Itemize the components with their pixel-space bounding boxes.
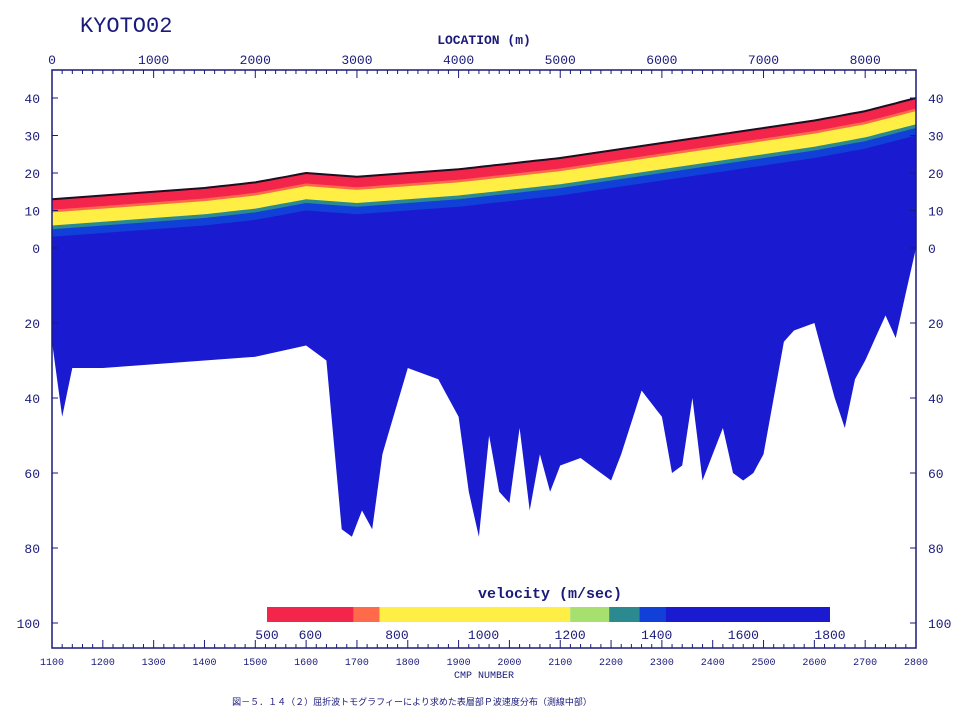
right-depth-label: 40 — [928, 392, 944, 407]
top-tick-label: 8000 — [850, 53, 881, 68]
bottom-tick-label: 2800 — [904, 658, 928, 669]
left-depth-label: 60 — [24, 467, 40, 482]
bottom-tick-label: 1500 — [243, 658, 267, 669]
top-axis-ticks: 0 1000 2000 3000 4000 5000 6000 7000 8000 — [48, 53, 917, 78]
colorbar-tick-label: 600 — [299, 628, 322, 643]
ground-surface-line — [51, 97, 917, 201]
top-tick-label: 5000 — [545, 53, 576, 68]
top-tick-label: 6000 — [646, 53, 677, 68]
top-tick-label: 7000 — [748, 53, 779, 68]
colorbar-tick-label: 1600 — [728, 628, 759, 643]
bottom-axis-ticks: 1100 1200 1300 1400 1500 1600 1700 1800 1900 2000… — [40, 640, 928, 669]
plot-area — [51, 69, 917, 649]
left-elevation-label: 10 — [24, 205, 40, 220]
colorbar-tick-label: 800 — [385, 628, 408, 643]
right-depth-label: 100 — [928, 617, 951, 632]
velocity-layer-500 — [52, 98, 916, 210]
right-elevation-label: 30 — [928, 130, 944, 145]
right-depth-label: 60 — [928, 467, 944, 482]
left-elevation-label: 30 — [24, 130, 40, 145]
top-tick-label: 3000 — [341, 53, 372, 68]
velocity-colorbar: 500 600 800 1000 1200 1400 1600 1800 — [255, 607, 846, 643]
bottom-tick-label: 2300 — [650, 658, 674, 669]
colorbar-label: velocity (m/sec) — [478, 586, 622, 603]
colorbar-tick-label: 1800 — [814, 628, 845, 643]
bottom-tick-label: 1200 — [91, 658, 115, 669]
bottom-tick-label: 1300 — [142, 658, 166, 669]
bottom-tick-label: 2200 — [599, 658, 623, 669]
bottom-tick-label: 2600 — [802, 658, 826, 669]
colorbar-segment — [609, 607, 640, 622]
colorbar-segment — [379, 607, 571, 622]
top-axis-label: LOCATION (m) — [437, 33, 531, 48]
bottom-tick-label: 1700 — [345, 658, 369, 669]
bottom-axis-label: CMP NUMBER — [454, 671, 514, 682]
left-depth-label: 80 — [24, 542, 40, 557]
bottom-tick-label: 2700 — [853, 658, 877, 669]
colorbar-segment — [353, 607, 380, 622]
colorbar-tick-label: 500 — [255, 628, 278, 643]
colorbar-segment — [267, 607, 354, 622]
bottom-tick-label: 1800 — [396, 658, 420, 669]
right-elevation-label: 0 — [928, 242, 936, 257]
bottom-tick-label: 2400 — [701, 658, 725, 669]
bottom-tick-label: 1100 — [40, 658, 64, 669]
left-elevation-label: 40 — [24, 92, 40, 107]
left-depth-label: 40 — [24, 392, 40, 407]
bottom-tick-label: 1600 — [294, 658, 318, 669]
plot-frame — [51, 69, 917, 649]
colorbar-tick-label: 1400 — [641, 628, 672, 643]
left-depth-label: 100 — [17, 617, 40, 632]
colorbar-tick-label: 1200 — [555, 628, 586, 643]
left-elevation-label: 20 — [24, 167, 40, 182]
bottom-tick-label: 1400 — [192, 658, 216, 669]
top-tick-label: 1000 — [138, 53, 169, 68]
top-tick-label: 0 — [48, 53, 56, 68]
velocity-layer-800 — [52, 98, 916, 226]
bottom-tick-label: 2100 — [548, 658, 572, 669]
bottom-tick-label: 2500 — [752, 658, 776, 669]
bottom-tick-label: 1900 — [447, 658, 471, 669]
top-tick-label: 2000 — [240, 53, 271, 68]
top-tick-label: 4000 — [443, 53, 474, 68]
left-elevation-label: 0 — [32, 242, 40, 257]
right-depth-label: 20 — [928, 317, 944, 332]
chart-title: KYOTO02 — [80, 14, 172, 39]
colorbar-segment — [639, 607, 666, 622]
colorbar-segment — [665, 607, 830, 622]
right-elevation-label: 20 — [928, 167, 944, 182]
colorbar-segment — [570, 607, 610, 622]
right-depth-label: 80 — [928, 542, 944, 557]
colorbar-tick-label: 1000 — [468, 628, 499, 643]
right-elevation-label: 10 — [928, 205, 944, 220]
right-elevation-label: 40 — [928, 92, 944, 107]
velocity-layer-1800 — [52, 98, 916, 537]
left-depth-label: 20 — [24, 317, 40, 332]
figure-caption: 図－５．１４（２）屈折波トモグラフィーにより求めた表層部Ｐ波速度分布（測線中部） — [232, 696, 592, 708]
bottom-tick-label: 2000 — [497, 658, 521, 669]
